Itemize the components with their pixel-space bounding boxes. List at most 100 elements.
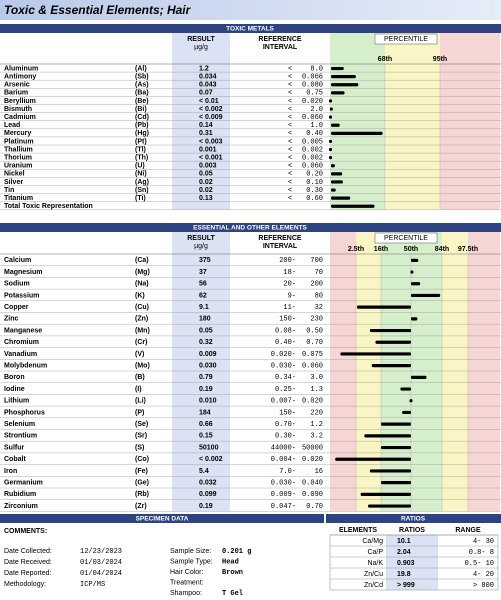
element-name: Phosphorus	[4, 409, 45, 416]
specimen-label: Sample Type:	[170, 558, 213, 565]
result-column	[172, 33, 230, 210]
reference-low: 0.70-	[275, 421, 296, 429]
result: 5.4	[199, 468, 209, 475]
element-name: Sodium	[4, 281, 30, 288]
element-symbol: (Cu)	[135, 304, 149, 311]
percentile-band	[440, 33, 500, 210]
percentile-band	[356, 232, 381, 512]
reference-limit: 0.30	[306, 187, 323, 195]
percentile-tick-label: 95th	[433, 56, 447, 63]
reference-limit: 0.060	[302, 114, 323, 122]
element-symbol: (V)	[135, 351, 144, 358]
result-header: RESULT	[187, 235, 215, 242]
reference-limit: 0.080	[302, 82, 323, 90]
percentile-bar	[411, 375, 427, 379]
result: 50100	[199, 444, 219, 451]
reference-low: 7.0-	[279, 468, 296, 476]
percentile-tick-label: 2.5th	[348, 246, 364, 253]
reference-limit: 0.10	[306, 179, 323, 187]
percentile-bar	[356, 305, 411, 309]
percentile-band	[381, 232, 411, 512]
reference-limit: 0.60	[306, 195, 323, 203]
specimen-label: Methodology:	[4, 581, 46, 588]
ratio-column	[386, 535, 438, 590]
specimen-value: 12/23/2023	[80, 548, 122, 556]
specimen-label: Date Reported:	[4, 570, 52, 577]
reference-high: 80	[315, 292, 323, 300]
reference-low: 0.047-	[271, 503, 296, 511]
element-name: Boron	[4, 374, 25, 381]
reference-op: <	[288, 114, 292, 122]
element-name: Silver	[4, 179, 23, 186]
reference-op: <	[288, 154, 292, 162]
result: < 0.01	[199, 98, 219, 105]
result: < 0.009	[199, 114, 223, 121]
element-name: Lithium	[4, 398, 29, 405]
element-symbol: (As)	[135, 82, 149, 89]
specimen-value: 01/03/2024	[80, 559, 122, 567]
percentile-tick-label: 50th	[404, 246, 418, 253]
result: 56	[199, 281, 207, 288]
reference-low: 150-	[279, 409, 296, 417]
result: < 0.002	[199, 456, 223, 463]
element-symbol: (Ag)	[135, 179, 149, 186]
percentile-bar	[410, 270, 414, 274]
result: 0.05	[199, 171, 213, 178]
ratio-elements: Zn/Cu	[364, 571, 383, 578]
percentile-bar	[411, 258, 419, 262]
result: 0.32	[199, 339, 213, 346]
reference-header: INTERVAL	[263, 44, 298, 51]
percentile-bar	[329, 107, 333, 111]
element-name: Tin	[4, 187, 14, 194]
specimen-value: ICP/MS	[80, 581, 105, 589]
percentile-bar	[331, 188, 336, 192]
element-name: Sulfur	[4, 444, 24, 451]
result: 62	[199, 292, 207, 299]
element-symbol: (Sb)	[135, 73, 149, 80]
ratio-table-frame	[329, 534, 499, 591]
specimen-label: Shampoo:	[170, 590, 202, 597]
ratio-value: 19.8	[397, 571, 411, 578]
percentile-bar	[331, 204, 375, 208]
percentile-bar	[340, 352, 411, 356]
reference-low: 200-	[279, 257, 296, 265]
reference-high: 3.2	[310, 433, 323, 441]
percentile-bar	[368, 504, 411, 508]
element-name: Zirconium	[4, 503, 38, 510]
percentile-band	[330, 33, 385, 210]
result: 0.15	[199, 433, 213, 440]
result: 0.099	[199, 491, 217, 498]
element-symbol: (Ca)	[135, 257, 149, 264]
result: 0.19	[199, 386, 213, 393]
element-name: Aluminum	[4, 65, 38, 72]
reference-op: <	[288, 65, 292, 73]
percentile-box	[374, 33, 438, 45]
reference-high: 50000	[302, 444, 323, 452]
specimen-value: Head	[222, 558, 239, 566]
result: 0.02	[199, 187, 213, 194]
reference-high: 0.060	[302, 362, 323, 370]
element-symbol: (Be)	[135, 98, 149, 105]
result-column	[172, 232, 230, 512]
element-name: Copper	[4, 304, 29, 311]
percentile-bar	[331, 66, 344, 71]
percentile-bar	[400, 387, 411, 391]
reference-limit: 0.20	[306, 171, 323, 179]
specimen-label: Hair Color:	[170, 569, 204, 576]
percentile-bar	[331, 91, 345, 95]
specimen-value: 01/04/2024	[80, 570, 122, 578]
reference-low: 0.020-	[271, 351, 296, 359]
element-symbol: (Rb)	[135, 491, 149, 498]
reference-low: 20-	[283, 281, 296, 289]
result: 0.02	[199, 179, 213, 186]
section-title: ESSENTIAL AND OTHER ELEMENTS	[193, 225, 307, 232]
reference-op: <	[288, 195, 292, 203]
ratio-range: 4- 20	[473, 571, 494, 579]
percentile-bar	[411, 282, 421, 286]
element-symbol: (Mn)	[135, 327, 150, 334]
reference-high: 230	[310, 316, 323, 324]
element-symbol: (Hg)	[135, 130, 149, 137]
element-symbol: (S)	[135, 444, 144, 451]
specimen-label: Treatment:	[170, 579, 204, 586]
